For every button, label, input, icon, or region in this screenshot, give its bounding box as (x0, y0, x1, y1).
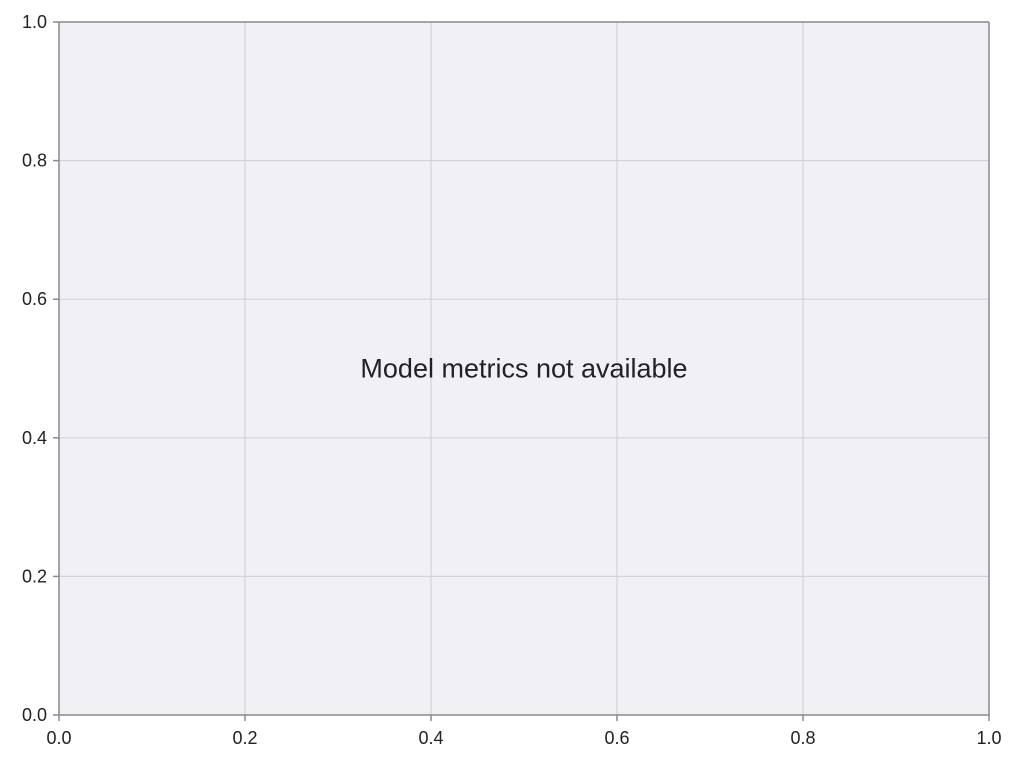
x-axis: 0.0 0.2 0.4 0.6 0.8 1.0 (46, 715, 1002, 748)
x-tick-label: 0.0 (46, 728, 71, 748)
x-tick-label: 0.2 (232, 728, 257, 748)
x-tick-label: 1.0 (976, 728, 1001, 748)
y-tick-label: 0.4 (22, 428, 47, 448)
plot-area-background (59, 22, 989, 715)
no-metrics-message: Model metrics not available (360, 354, 687, 384)
x-tick-label: 0.4 (418, 728, 443, 748)
y-tick-label: 0.8 (22, 151, 47, 171)
grid-lines (58, 21, 990, 716)
x-tick-label: 0.6 (604, 728, 629, 748)
y-tick-label: 0.6 (22, 289, 47, 309)
y-tick-label: 0.2 (22, 566, 47, 586)
y-tick-label: 0.0 (22, 705, 47, 725)
x-tick-label: 0.8 (790, 728, 815, 748)
y-tick-label: 1.0 (22, 12, 47, 32)
y-axis: 0.0 0.2 0.4 0.6 0.8 1.0 (22, 12, 59, 725)
axis-spines (58, 21, 990, 716)
